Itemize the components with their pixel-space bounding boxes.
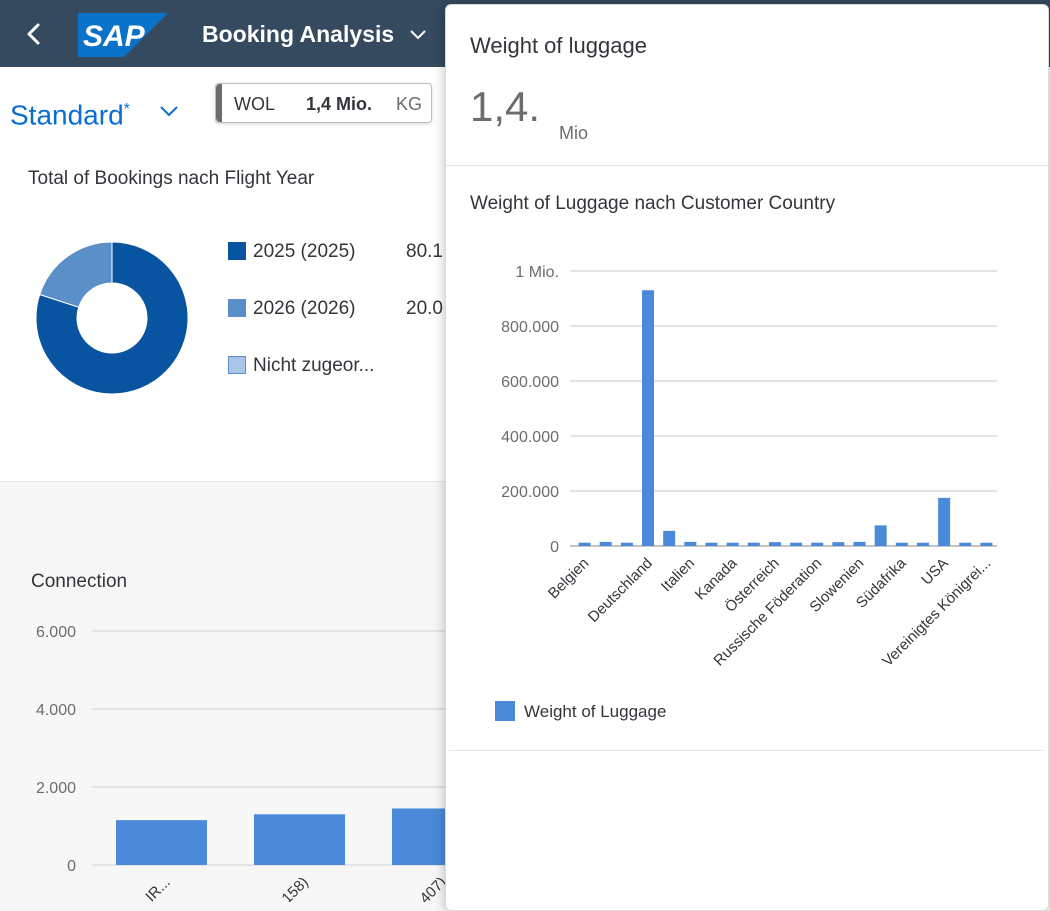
legend-label: Nicht zugeor... (253, 355, 375, 376)
svg-text:SAP: SAP (83, 20, 146, 53)
connection-chart[interactable]: 6.000 4.000 2.000 0 ...IR... ...158) ...407) (0, 600, 460, 902)
chevron-down-icon[interactable] (158, 103, 180, 119)
y-tick-label: 1 Mio. (515, 264, 559, 281)
kpi-tag-label: WOL (234, 94, 276, 114)
popover-kpi-value: 1,4. (470, 83, 541, 130)
donut-slice[interactable] (39, 241, 113, 308)
luggage-bar[interactable] (959, 542, 972, 546)
legend-swatch (228, 242, 246, 260)
donut-card-title[interactable]: Total of Bookings nach Flight Year (28, 168, 315, 189)
legend-value: 20.0 (406, 298, 443, 319)
connection-chart-title: Connection (31, 571, 128, 592)
connection-bar[interactable] (254, 814, 345, 865)
legend-label: 2026 (2026) (253, 298, 356, 319)
kpi-tag-indicator (216, 84, 222, 122)
popover-arrow (437, 93, 446, 113)
y-tick-label: 6.000 (36, 624, 76, 641)
kpi-popover: Weight of luggage 1,4. Mio Weight of Lug… (445, 4, 1049, 911)
popover-kpi-scale: Mio (559, 123, 589, 143)
y-tick-label: 0 (550, 539, 559, 556)
luggage-bar[interactable] (895, 542, 908, 546)
luggage-bar[interactable] (599, 541, 612, 546)
legend-item-2026[interactable]: 2026 (2026) (228, 295, 355, 323)
legend-swatch (495, 701, 515, 721)
x-tick-label: Belgien (545, 555, 592, 602)
y-tick-label: 4.000 (36, 702, 76, 719)
variant-modified-marker: * (123, 101, 130, 118)
luggage-bar[interactable] (832, 542, 845, 546)
divider (449, 750, 1043, 751)
luggage-bar[interactable] (874, 525, 887, 546)
luggage-bar[interactable] (938, 497, 951, 546)
sap-logo[interactable]: SAP (78, 13, 168, 57)
variant-management[interactable]: Standard* (10, 92, 130, 133)
y-tick-label: 800.000 (501, 319, 559, 336)
y-tick-label: 2.000 (36, 780, 76, 797)
kpi-tag-value: 1,4 Mio. (306, 94, 373, 114)
popover-title: Weight of luggage (470, 33, 647, 58)
luggage-bar[interactable] (705, 542, 718, 546)
popover-chart-title: Weight of Luggage nach Customer Country (470, 193, 836, 214)
divider (446, 165, 1048, 166)
donut-chart[interactable] (34, 240, 190, 396)
luggage-bar[interactable] (684, 541, 697, 546)
kpi-tag-unit: KG (396, 94, 423, 114)
luggage-bar[interactable] (620, 542, 633, 546)
y-tick-label: 600.000 (501, 374, 559, 391)
luggage-bar[interactable] (663, 530, 676, 546)
luggage-bar[interactable] (811, 542, 824, 546)
luggage-bar[interactable] (790, 542, 803, 546)
kpi-tag-weight-of-luggage[interactable]: WOL 1,4 Mio. KG (215, 83, 432, 123)
x-tick-label: Italien (658, 555, 698, 595)
chevron-left-icon[interactable] (18, 18, 50, 50)
connection-bar[interactable] (116, 820, 207, 865)
y-tick-label: 200.000 (501, 484, 559, 501)
app-title[interactable]: Booking Analysis (202, 21, 395, 47)
variant-label: Standard (10, 99, 124, 131)
legend-item-unassigned[interactable]: Nicht zugeor... (228, 352, 374, 380)
legend-swatch (228, 299, 246, 317)
donut-slice[interactable] (35, 241, 189, 395)
legend-item-2025[interactable]: 2025 (2025) (228, 238, 355, 266)
luggage-bar[interactable] (747, 542, 760, 546)
luggage-bar[interactable] (768, 542, 781, 546)
x-tick-label: USA (918, 555, 952, 589)
legend-label: 2025 (2025) (253, 241, 356, 262)
legend-label[interactable]: Weight of Luggage (524, 702, 666, 721)
weight-by-country-chart[interactable]: 0 200.000 400.000 600.000 800.000 1 Mio. Belgi… (446, 235, 1046, 745)
luggage-bar[interactable] (980, 542, 993, 546)
legend-value: 80.1 (406, 241, 443, 262)
y-tick-label: 0 (67, 858, 76, 875)
luggage-bar[interactable] (726, 542, 739, 546)
chevron-down-icon[interactable] (408, 26, 428, 44)
x-tick-label: ...407) (408, 874, 450, 902)
x-tick-label: Deutschland (585, 555, 656, 626)
x-tick-label: ...IR... (134, 874, 174, 902)
x-tick-label: ...158) (270, 874, 312, 902)
luggage-bar[interactable] (642, 290, 655, 546)
y-tick-label: 400.000 (501, 429, 559, 446)
luggage-bar[interactable] (853, 541, 866, 546)
luggage-bar[interactable] (916, 542, 929, 546)
legend-swatch (228, 356, 246, 374)
luggage-bar[interactable] (578, 542, 591, 546)
